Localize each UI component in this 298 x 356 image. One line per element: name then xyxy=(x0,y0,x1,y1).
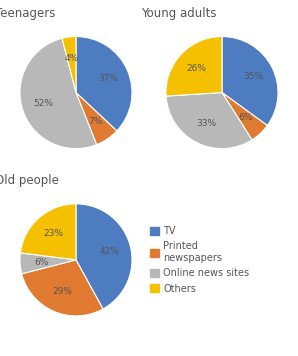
Text: 23%: 23% xyxy=(43,229,63,238)
Wedge shape xyxy=(76,37,132,131)
Wedge shape xyxy=(62,37,76,93)
Wedge shape xyxy=(222,37,278,126)
Wedge shape xyxy=(76,93,117,145)
Text: Young adults: Young adults xyxy=(141,7,216,20)
Text: Teenagers: Teenagers xyxy=(0,7,55,20)
Text: 29%: 29% xyxy=(52,287,72,296)
Wedge shape xyxy=(22,260,103,316)
Wedge shape xyxy=(76,204,132,309)
Text: 42%: 42% xyxy=(100,247,119,256)
Text: 6%: 6% xyxy=(34,257,49,267)
Wedge shape xyxy=(20,38,97,148)
Text: 52%: 52% xyxy=(33,99,53,108)
Text: 37%: 37% xyxy=(98,74,118,83)
Wedge shape xyxy=(20,253,76,274)
Wedge shape xyxy=(166,93,252,148)
Text: 26%: 26% xyxy=(187,64,207,73)
Legend: TV, Printed
newspapers, Online news sites, Others: TV, Printed newspapers, Online news site… xyxy=(150,226,249,294)
Text: 6%: 6% xyxy=(239,113,253,122)
Text: 7%: 7% xyxy=(88,117,103,126)
Wedge shape xyxy=(222,93,267,140)
Text: Old people: Old people xyxy=(0,174,59,187)
Text: 33%: 33% xyxy=(196,119,216,128)
Text: 35%: 35% xyxy=(243,72,263,81)
Wedge shape xyxy=(20,204,76,260)
Wedge shape xyxy=(166,37,222,96)
Text: 4%: 4% xyxy=(64,54,79,63)
